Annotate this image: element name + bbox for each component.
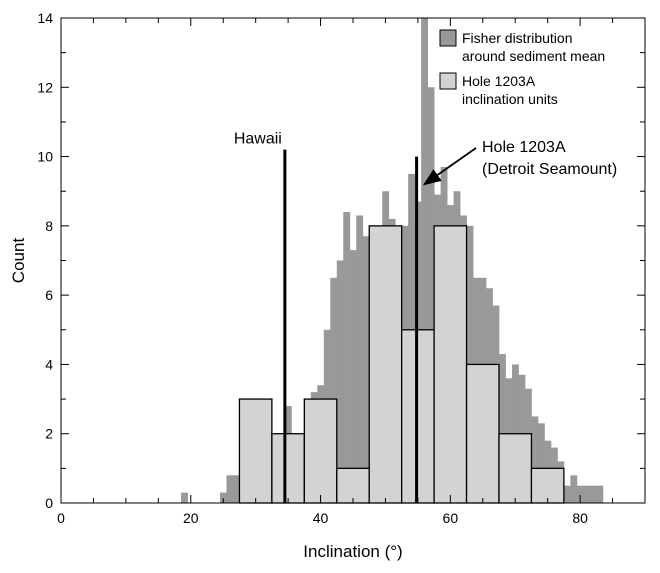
y-axis-title: Count — [9, 238, 28, 284]
y-tick-label: 6 — [45, 287, 53, 303]
y-tick-label: 14 — [37, 10, 53, 26]
fisher-bar — [596, 485, 604, 503]
hawaii-label: Hawaii — [234, 131, 282, 148]
x-axis-title: Inclination (°) — [303, 542, 402, 561]
fisher-bar — [583, 485, 591, 503]
fisher-bar — [576, 485, 584, 503]
x-tick-label: 40 — [313, 510, 329, 526]
fisher-bar — [336, 260, 344, 503]
legend-label: Fisher distribution — [462, 30, 573, 46]
fisher-bar — [499, 354, 506, 503]
hole-bar — [271, 433, 305, 504]
hole-1203a-label: Hole 1203A — [482, 139, 566, 156]
x-tick-label: 60 — [443, 510, 459, 526]
fisher-bar — [349, 250, 357, 503]
hole-series — [238, 225, 565, 504]
fisher-bar — [219, 492, 227, 503]
fisher-bar — [570, 475, 578, 503]
hole-bar — [498, 433, 533, 504]
y-tick-label: 0 — [45, 495, 53, 511]
legend-label: Hole 1203A — [462, 73, 536, 89]
fisher-bar — [421, 18, 429, 503]
hole-bar — [303, 398, 338, 504]
hole-bar — [465, 363, 500, 504]
legend-swatch — [439, 72, 457, 90]
legend-swatch — [439, 29, 457, 47]
legend: Fisher distribution around sediment mean H… — [439, 29, 605, 107]
y-tick-label: 12 — [37, 79, 53, 95]
y-tick-label: 2 — [45, 426, 53, 442]
fisher-bar — [356, 215, 364, 503]
fisher-bar — [343, 212, 351, 503]
fisher-bar — [427, 87, 435, 504]
fisher-bar — [181, 492, 188, 503]
y-tick-label: 4 — [45, 356, 53, 372]
hole-bar — [530, 467, 565, 504]
fisher-bar — [362, 236, 370, 503]
y-tick-label: 8 — [45, 218, 53, 234]
annotations: Hawaii Hole 1203A (Detroit Seamount) — [234, 131, 617, 503]
hole-1203a-arrow — [422, 147, 477, 186]
legend-label-line2: around sediment mean — [462, 48, 605, 64]
y-tick-label: 10 — [37, 149, 53, 165]
detroit-seamount-label: (Detroit Seamount) — [482, 161, 617, 178]
axes: 0 20 40 60 80 0 2 4 6 8 10 12 14 — [37, 10, 646, 526]
legend-label-line2: inclination units — [462, 91, 558, 107]
x-tick-label: 0 — [57, 510, 65, 526]
fisher-bar — [226, 475, 234, 503]
hole-bar — [368, 225, 403, 504]
fisher-bar — [563, 485, 571, 503]
fisher-bar — [531, 416, 539, 503]
hole-bar — [433, 225, 468, 504]
fisher-bar — [330, 277, 338, 503]
fisher-bar — [232, 475, 240, 503]
hole-bar — [238, 398, 273, 504]
fisher-bar — [589, 485, 597, 503]
fisher-bar — [537, 423, 545, 503]
x-tick-label: 80 — [572, 510, 588, 526]
hole-bar — [336, 467, 370, 504]
x-tick-label: 20 — [183, 510, 199, 526]
